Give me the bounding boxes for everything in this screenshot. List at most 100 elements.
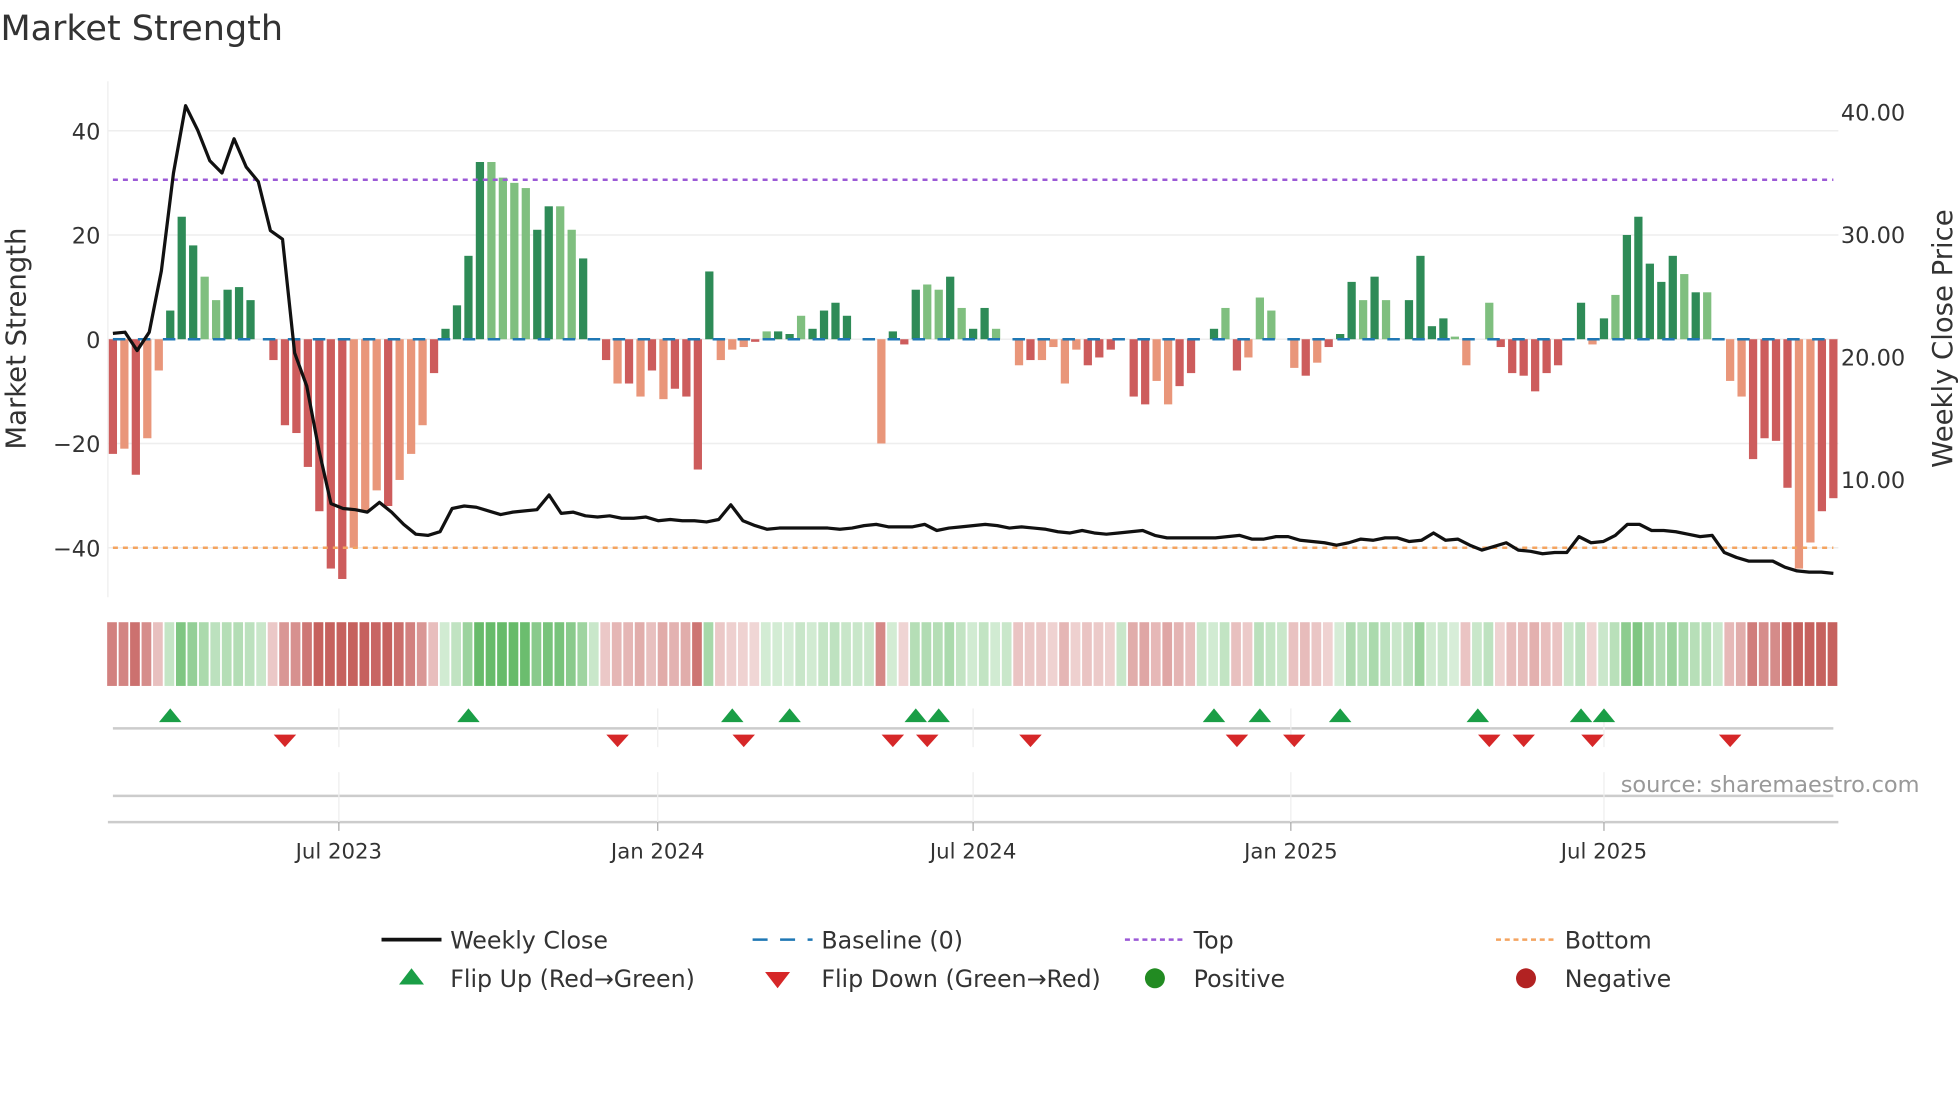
heat-strip-cell (279, 622, 289, 686)
strength-bar (1255, 297, 1264, 340)
y2-tick-label: 10.00 (1841, 468, 1905, 494)
heat-strip-cell (1300, 622, 1310, 686)
x-tick-label: Jul 2025 (1559, 839, 1647, 864)
strength-bar (1324, 339, 1333, 348)
heat-strip-cell (1242, 622, 1253, 686)
strength-bar (429, 339, 439, 374)
strength-bar (269, 339, 278, 361)
strength-bar (1381, 300, 1391, 340)
strength-bar (567, 229, 576, 340)
heat-strip-cell (1001, 622, 1012, 686)
strength-bar (1106, 339, 1115, 350)
heat-strip-cell (703, 622, 714, 686)
strength-bar (693, 339, 702, 470)
heat-strip-cell (1196, 622, 1207, 686)
heat-strip-cell (1391, 622, 1402, 686)
legend-label: Weekly Close (450, 926, 608, 954)
strength-bar (774, 331, 783, 340)
strength-bar (1531, 339, 1540, 392)
heat-strip-cell (1563, 622, 1574, 686)
y-tick-label: 20 (72, 224, 101, 250)
strength-bar (1680, 274, 1689, 340)
strength-bar (969, 328, 978, 340)
strength-bar (166, 310, 175, 340)
heat-strip-cell (921, 622, 932, 686)
strength-bar (1599, 318, 1609, 340)
heat-strip-cell (554, 622, 565, 686)
heat-strip-cell (875, 622, 886, 686)
heat-strip-cell (1231, 622, 1241, 686)
strength-bar (452, 305, 462, 340)
flip-down-marker (1019, 734, 1042, 748)
heat-strip-cell (497, 622, 507, 686)
flip-down-marker (732, 734, 755, 748)
strength-bar (1244, 339, 1253, 358)
heat-strip-cell (1472, 622, 1482, 686)
strength-bar (1668, 255, 1677, 340)
heat-strip-cell (198, 622, 209, 686)
strength-bar (670, 339, 680, 389)
flip-up-marker (158, 708, 182, 723)
flip-up-marker (1202, 708, 1226, 723)
heat-strip-cell (852, 622, 863, 686)
strength-bar (1083, 339, 1092, 366)
heat-strip-cell (646, 622, 656, 686)
heat-strip-cell (795, 622, 806, 686)
strength-bar (1060, 339, 1070, 384)
heat-strip-cell (783, 622, 794, 686)
heat-strip-cell (451, 622, 461, 686)
strength-bar (647, 339, 657, 371)
strength-bar (131, 339, 140, 475)
heat-strip-cell (737, 622, 748, 686)
strength-bar (1806, 339, 1815, 543)
heat-strip-cell (1621, 622, 1631, 686)
heat-strip-cell (726, 622, 737, 686)
heat-strip-cell (118, 622, 129, 686)
heat-strip-cell (1093, 622, 1104, 686)
heat-strip-cell (141, 622, 152, 686)
strength-bar (1485, 302, 1494, 340)
legend-label: Positive (1194, 965, 1285, 993)
strength-bar (1726, 339, 1735, 381)
strength-bar (1370, 276, 1379, 340)
strength-bar (1358, 300, 1368, 340)
strength-bar (1576, 302, 1586, 340)
strength-bar (601, 339, 611, 361)
flip-up-marker (1569, 708, 1593, 723)
flip-up-marker (721, 708, 744, 723)
strength-bar (842, 315, 852, 340)
strength-bar (1737, 339, 1746, 397)
heat-strip-cell (370, 622, 381, 686)
strength-bar (1508, 339, 1517, 374)
strength-bar (911, 289, 920, 340)
heat-strip-cell (336, 622, 347, 686)
legend-negative-icon (1516, 968, 1536, 989)
strength-bar (1026, 339, 1035, 361)
heat-strip-cell (1598, 622, 1608, 686)
heat-strip-cell (1162, 622, 1173, 686)
strength-bar (900, 339, 909, 345)
x-tick-label: Jul 2023 (294, 839, 382, 864)
heat-strip-cell (1345, 622, 1356, 686)
heat-strip-cell (313, 622, 324, 686)
strength-bar (1037, 339, 1047, 361)
heat-strip-cell (1689, 622, 1700, 686)
strength-bar (1186, 339, 1196, 374)
heat-strip-cell (244, 622, 255, 686)
strength-bar (1301, 339, 1310, 376)
heat-strip-cell (153, 622, 163, 686)
heat-strip-cell (393, 622, 404, 686)
heat-strip-cell (107, 622, 117, 686)
strength-bar (705, 271, 714, 340)
strength-bar (303, 339, 313, 467)
strength-heat-strip (107, 622, 1838, 686)
heat-strip-cell (1701, 622, 1712, 686)
heat-strip-cell (130, 622, 140, 686)
strength-bar (1267, 310, 1276, 340)
strength-bar (1771, 339, 1781, 441)
flip-down-marker (1581, 734, 1604, 748)
heat-strip-cell (1793, 622, 1803, 686)
strength-bar (1313, 339, 1322, 363)
source-note: source: sharemaestro.com (1621, 772, 1920, 798)
flip-up-marker (457, 708, 480, 723)
